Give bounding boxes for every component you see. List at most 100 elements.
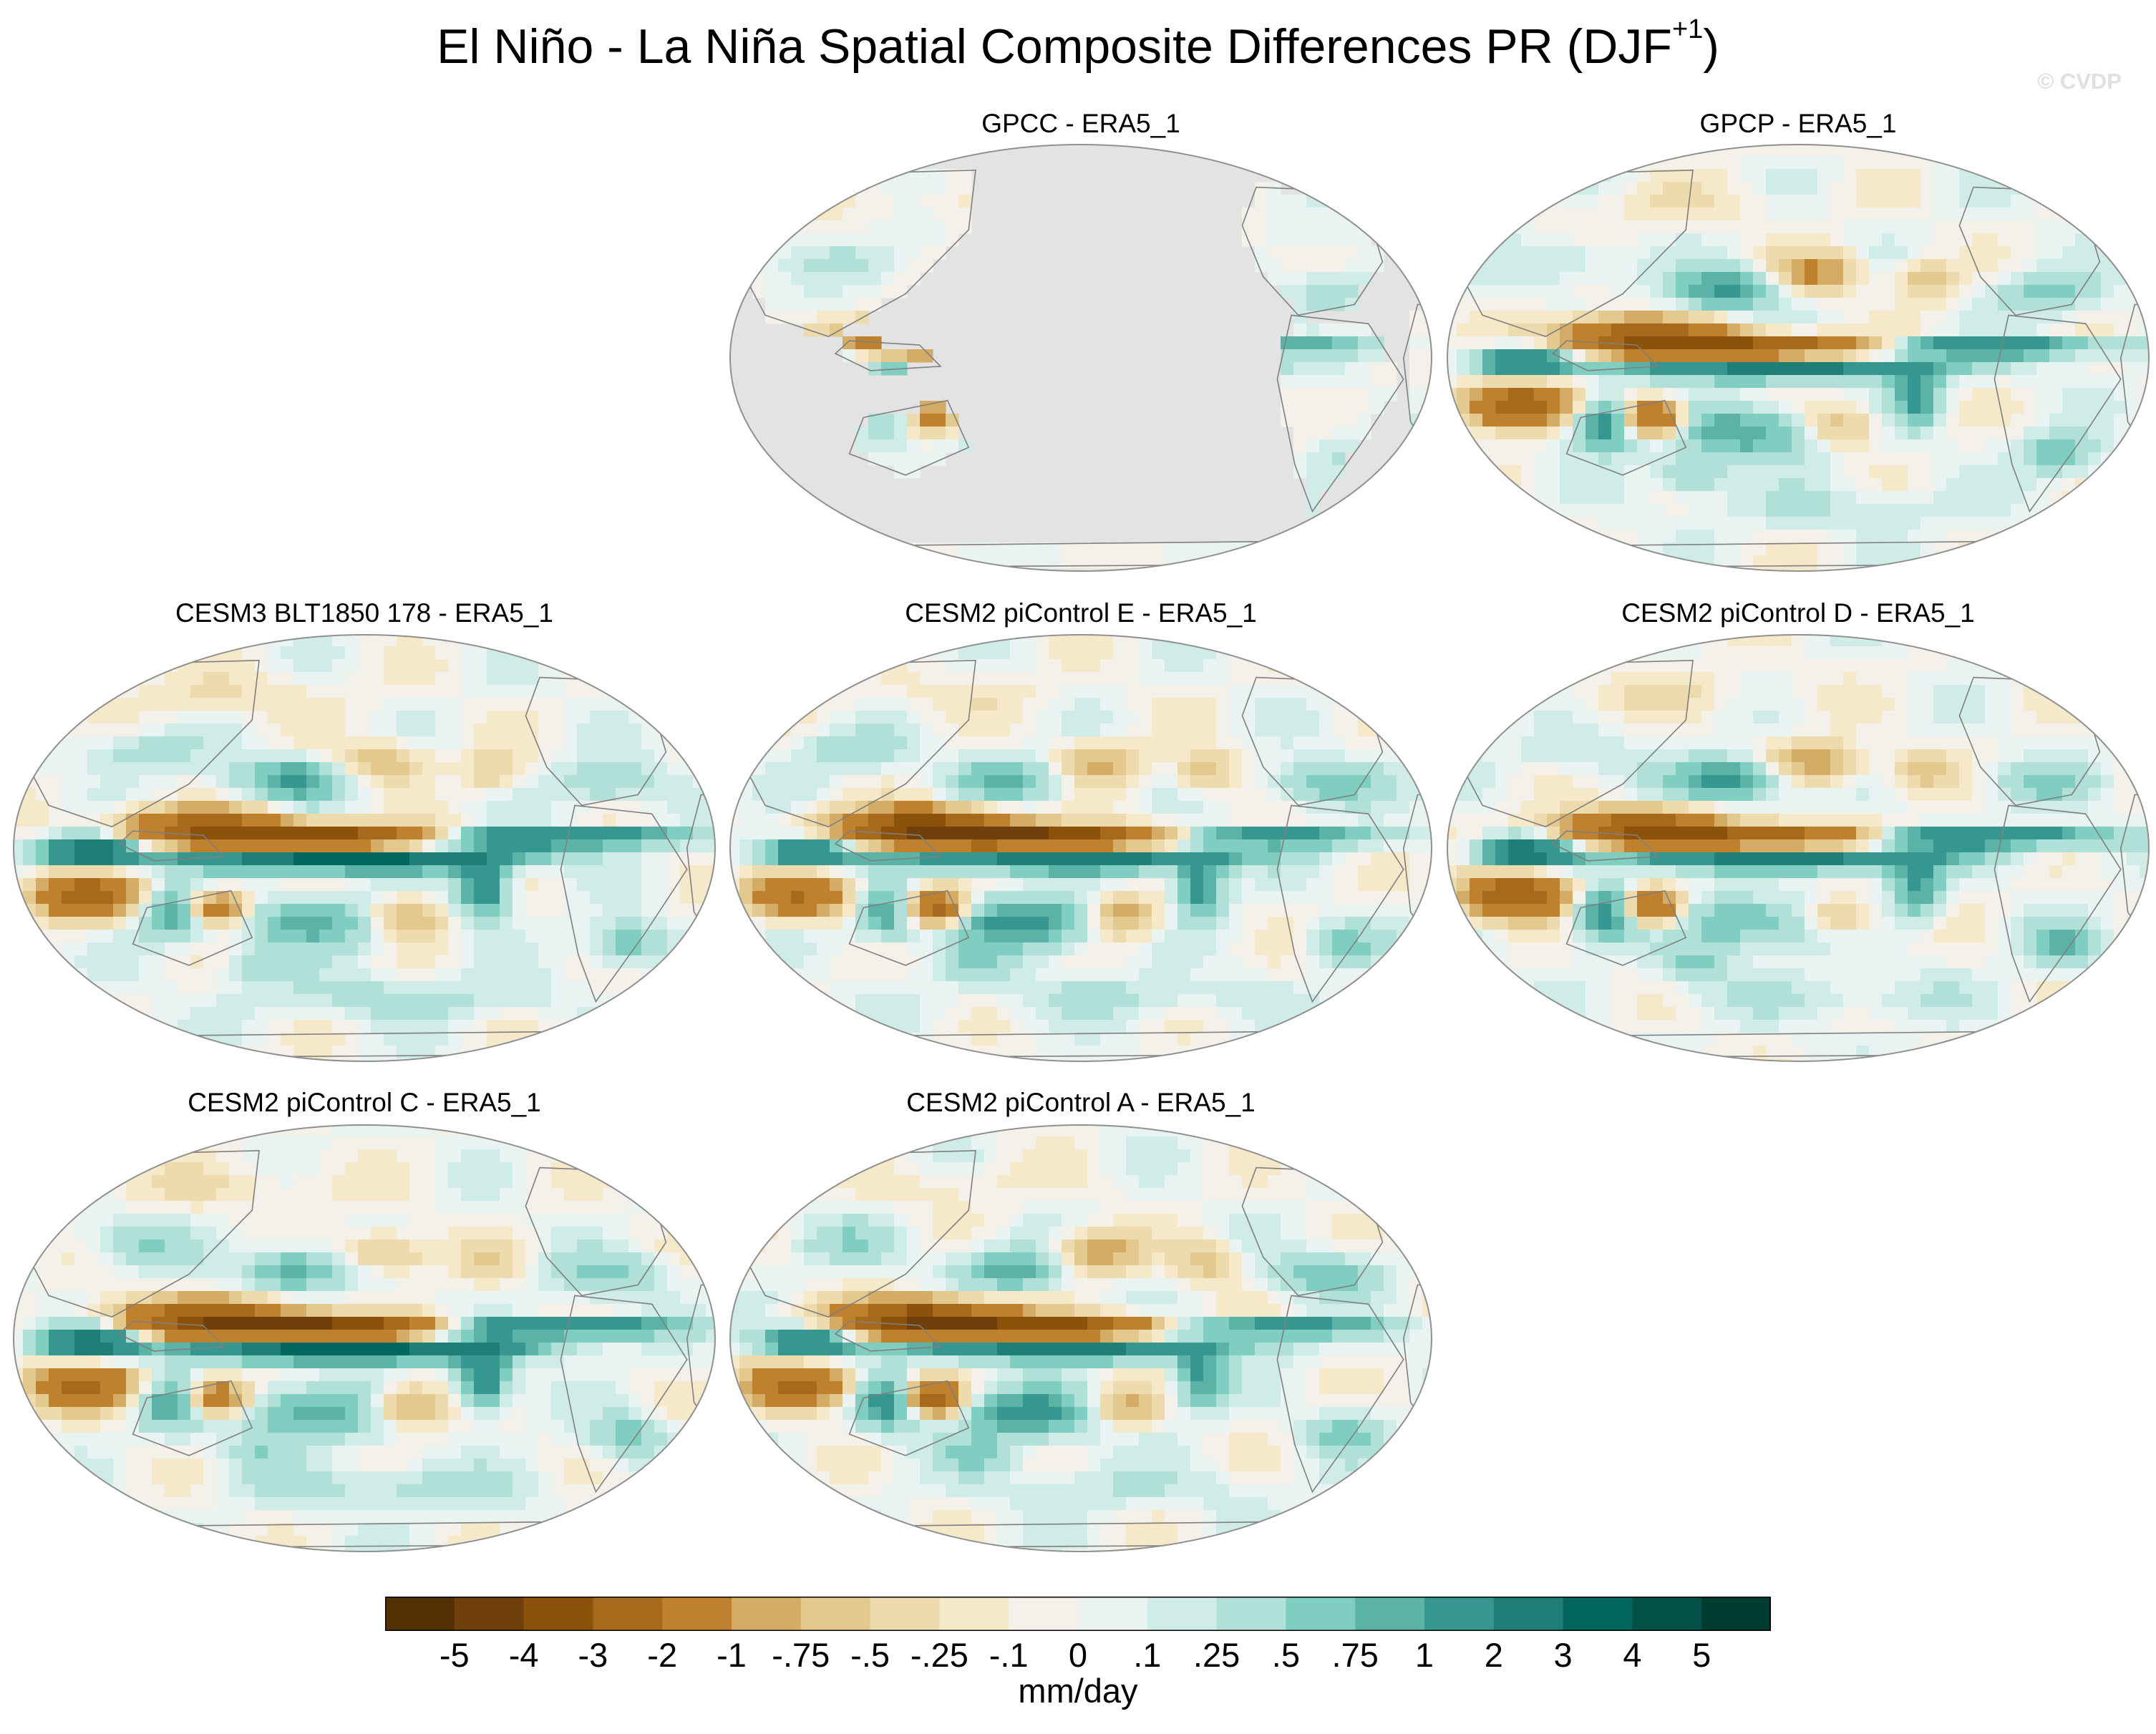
precip-cell bbox=[2075, 465, 2089, 479]
precip-cell bbox=[74, 917, 88, 930]
precip-cell bbox=[306, 635, 320, 647]
precip-cell bbox=[62, 878, 75, 892]
precip-cell bbox=[1087, 904, 1101, 917]
precip-cell bbox=[306, 917, 320, 930]
precip-cell bbox=[178, 994, 191, 1008]
precip-cell bbox=[139, 878, 152, 892]
precip-cell bbox=[23, 839, 37, 853]
precip-cell bbox=[1139, 749, 1152, 763]
precip-cell bbox=[1856, 349, 1870, 363]
precip-cell bbox=[765, 839, 779, 853]
precip-cell bbox=[1753, 220, 1767, 234]
precip-cell bbox=[2127, 362, 2140, 376]
precip-cell bbox=[1062, 839, 1075, 853]
precip-cell bbox=[448, 981, 462, 995]
precip-cell bbox=[1036, 878, 1049, 892]
precip-cell bbox=[371, 736, 384, 750]
precip-cell bbox=[752, 839, 766, 853]
precip-cell bbox=[1010, 904, 1024, 917]
precip-cell bbox=[1921, 517, 1934, 530]
precip-cell bbox=[1049, 827, 1062, 840]
precip-cell bbox=[1921, 233, 1934, 247]
precip-cell bbox=[1766, 285, 1779, 298]
precip-cell bbox=[920, 698, 933, 711]
precip-cell bbox=[216, 736, 230, 750]
precip-cell bbox=[100, 943, 114, 956]
precip-cell bbox=[1062, 646, 1075, 660]
precip-cell bbox=[1985, 311, 1999, 324]
precip-cell bbox=[1689, 530, 1702, 543]
precip-cell bbox=[1611, 388, 1625, 401]
precip-cell bbox=[894, 762, 908, 776]
precip-cell bbox=[1534, 452, 1548, 466]
precip-cell bbox=[603, 749, 616, 763]
precip-cell bbox=[1869, 452, 1883, 466]
precip-cell bbox=[1203, 904, 1217, 917]
precip-cell bbox=[1805, 517, 1818, 530]
precip-cell bbox=[1447, 362, 1457, 376]
precip-cell bbox=[1895, 646, 1908, 660]
precip-cell bbox=[293, 775, 307, 789]
precip-cell bbox=[1985, 272, 1999, 286]
precip-cell bbox=[384, 865, 397, 879]
precip-cell bbox=[126, 917, 140, 930]
precip-cell bbox=[1268, 994, 1281, 1008]
precip-cell bbox=[1126, 994, 1140, 1008]
precip-cell bbox=[384, 814, 397, 827]
precip-cell bbox=[178, 749, 191, 763]
precip-cell bbox=[2127, 336, 2140, 350]
precip-cell bbox=[1560, 311, 1573, 324]
precip-cell bbox=[920, 414, 933, 427]
precip-cell bbox=[126, 736, 140, 750]
precip-cell bbox=[1740, 182, 1754, 195]
precip-cell bbox=[564, 994, 578, 1008]
precip-cell bbox=[1598, 195, 1612, 208]
precip-cell bbox=[1036, 672, 1049, 686]
precip-cell bbox=[1152, 955, 1165, 969]
precip-cell bbox=[100, 775, 114, 789]
precip-cell bbox=[2036, 414, 2050, 427]
precip-cell bbox=[1268, 1007, 1281, 1021]
precip-cell bbox=[422, 635, 436, 647]
precip-cell bbox=[409, 814, 423, 827]
precip-cell bbox=[487, 994, 500, 1008]
precip-cell bbox=[1470, 427, 1483, 440]
precip-cell bbox=[1921, 491, 1934, 505]
precip-cell bbox=[1482, 375, 1496, 389]
precip-cell bbox=[1397, 891, 1410, 905]
precip-cell bbox=[1521, 336, 1535, 350]
precip-cell bbox=[946, 182, 959, 195]
precip-cell bbox=[628, 955, 642, 969]
precip-cell bbox=[1830, 646, 1844, 660]
precip-cell bbox=[268, 930, 281, 943]
precip-cell bbox=[74, 891, 88, 905]
precip-cell bbox=[216, 981, 230, 995]
precip-cell bbox=[1229, 788, 1243, 802]
precip-cell bbox=[1830, 336, 1844, 350]
precip-cell bbox=[1242, 672, 1256, 686]
precip-cell bbox=[1023, 968, 1036, 982]
precip-cell bbox=[268, 891, 281, 905]
precip-cell bbox=[1766, 427, 1779, 440]
precip-cell bbox=[1714, 259, 1728, 273]
precip-cell bbox=[881, 362, 895, 376]
precip-cell bbox=[229, 762, 243, 776]
precip-cell bbox=[843, 246, 856, 260]
precip-cell bbox=[190, 904, 204, 917]
precip-cell bbox=[997, 685, 1011, 698]
precip-cell bbox=[855, 878, 869, 892]
precip-cell bbox=[461, 659, 475, 673]
precip-cell bbox=[997, 839, 1011, 853]
precip-cell bbox=[1946, 285, 1960, 298]
precip-cell bbox=[1817, 659, 1831, 673]
precip-cell bbox=[1281, 349, 1294, 363]
precip-cell bbox=[1869, 517, 1883, 530]
precip-cell bbox=[933, 775, 946, 789]
precip-cell bbox=[2088, 362, 2102, 376]
precip-cell bbox=[933, 401, 946, 414]
precip-cell bbox=[1190, 801, 1204, 814]
precip-cell bbox=[881, 272, 895, 286]
precip-cell bbox=[371, 635, 384, 647]
precip-cell bbox=[1998, 465, 2011, 479]
precip-cell bbox=[1689, 414, 1702, 427]
